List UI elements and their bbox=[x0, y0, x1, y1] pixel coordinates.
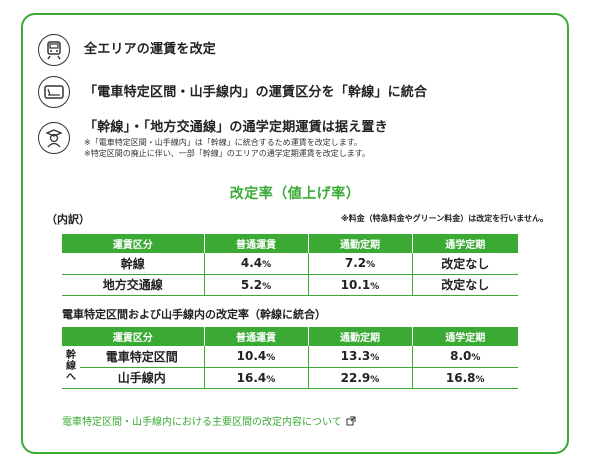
header-fare-class: 運賃区分 bbox=[62, 234, 204, 253]
merged-into-trunk-label: 幹 線 へ bbox=[62, 346, 80, 389]
table2-title: 電車特定区間および山手線内の改定率（幹線に統合） bbox=[62, 308, 326, 321]
section-title: 改定率（値上げ率） bbox=[229, 186, 361, 202]
header-fare-class: 運賃区分 bbox=[62, 327, 204, 346]
breakdown-label: （内訳） bbox=[46, 213, 90, 226]
header-normal-fare: 普通運賃 bbox=[203, 234, 308, 253]
header-school-pass: 通学定期 bbox=[411, 234, 518, 253]
commuter-pass-rate: 13.3% bbox=[307, 346, 412, 368]
student-icon bbox=[38, 122, 70, 154]
revision-rate-table: 運賃区分 普通運賃 通勤定期 通学定期 幹線 4.4% 7.2% 改定なし 地方… bbox=[62, 234, 518, 296]
row-label: 地方交通線 bbox=[62, 274, 204, 296]
feature-row-all-areas: 全エリアの運賃を改定 bbox=[38, 34, 216, 66]
school-pass-rate: 16.8% bbox=[411, 367, 518, 389]
table-row: 幹線 4.4% 7.2% 改定なし bbox=[62, 253, 518, 275]
header-school-pass: 通学定期 bbox=[411, 327, 518, 346]
special-section-rate-table: 運賃区分 普通運賃 通勤定期 通学定期 幹 線 へ 電車特定区間 10.4% 1… bbox=[62, 327, 518, 389]
commuter-pass-rate: 10.1% bbox=[307, 274, 412, 296]
normal-fare-rate: 10.4% bbox=[203, 346, 308, 368]
external-link-icon[interactable] bbox=[346, 416, 356, 426]
ticket-icon bbox=[38, 76, 70, 108]
feature-note-1: ※「電車特定区間・山手線内」は「幹線」に統合するため運賃を改定します。 bbox=[84, 138, 362, 147]
table-row: 山手線内 16.4% 22.9% 16.8% bbox=[62, 367, 518, 389]
fee-note: ※料金（特急料金やグリーン料金）は改定を行いません。 bbox=[340, 214, 548, 223]
feature-title-3: 「幹線」・「地方交通線」の通学定期運賃は据え置き bbox=[84, 120, 388, 135]
table-row: 幹 線 へ 電車特定区間 10.4% 13.3% 8.0% bbox=[62, 346, 518, 389]
details-link[interactable]: 電車特定区間・山手線内における主要区間の改定内容について bbox=[62, 413, 356, 428]
feature-title-1: 全エリアの運賃を改定 bbox=[84, 42, 217, 57]
feature-row-school-pass: 「幹線」・「地方交通線」の通学定期運賃は据え置き ※「電車特定区間・山手線内」は… bbox=[38, 118, 388, 159]
commuter-pass-rate: 7.2% bbox=[307, 253, 412, 275]
details-link-text[interactable]: 電車特定区間・山手線内における主要区間の改定内容について bbox=[62, 417, 342, 428]
normal-fare-rate: 5.2% bbox=[203, 274, 308, 296]
header-commuter-pass: 通勤定期 bbox=[307, 234, 412, 253]
normal-fare-rate: 4.4% bbox=[203, 253, 308, 275]
school-pass-rate: 改定なし bbox=[411, 274, 518, 296]
header-commuter-pass: 通勤定期 bbox=[307, 327, 412, 346]
header-normal-fare: 普通運賃 bbox=[203, 327, 308, 346]
table-header-row: 運賃区分 普通運賃 通勤定期 通学定期 bbox=[62, 327, 518, 346]
commuter-pass-rate: 22.9% bbox=[307, 367, 412, 389]
row-label: 電車特定区間 bbox=[80, 346, 204, 368]
table-header-row: 運賃区分 普通運賃 通勤定期 通学定期 bbox=[62, 234, 518, 253]
row-label: 山手線内 bbox=[80, 367, 204, 389]
train-icon bbox=[38, 34, 70, 66]
row-label: 幹線 bbox=[62, 253, 204, 275]
school-pass-rate: 8.0% bbox=[411, 346, 518, 368]
feature-title-2: 「電車特定区間・山手線内」の運賃区分を「幹線」に統合 bbox=[84, 85, 428, 100]
normal-fare-rate: 16.4% bbox=[203, 367, 308, 389]
feature-row-merge: 「電車特定区間・山手線内」の運賃区分を「幹線」に統合 bbox=[38, 76, 427, 108]
feature-note-2: ※特定区間の廃止に伴い、一部「幹線」のエリアの通学定期運賃を改定します。 bbox=[84, 149, 370, 158]
school-pass-rate: 改定なし bbox=[411, 253, 518, 275]
table-row: 地方交通線 5.2% 10.1% 改定なし bbox=[62, 274, 518, 296]
